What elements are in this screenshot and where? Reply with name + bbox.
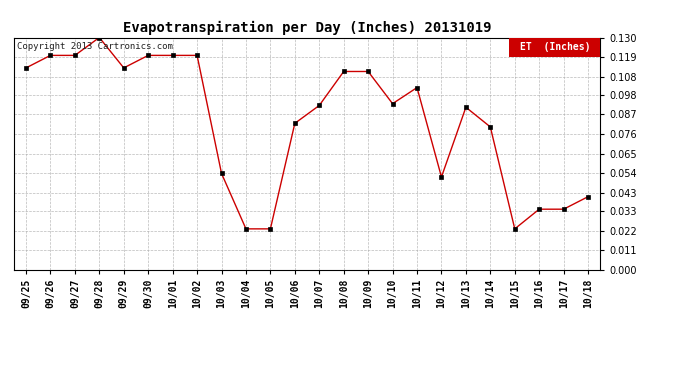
Text: Copyright 2013 Cartronics.com: Copyright 2013 Cartronics.com [17,42,172,51]
Title: Evapotranspiration per Day (Inches) 20131019: Evapotranspiration per Day (Inches) 2013… [123,21,491,35]
